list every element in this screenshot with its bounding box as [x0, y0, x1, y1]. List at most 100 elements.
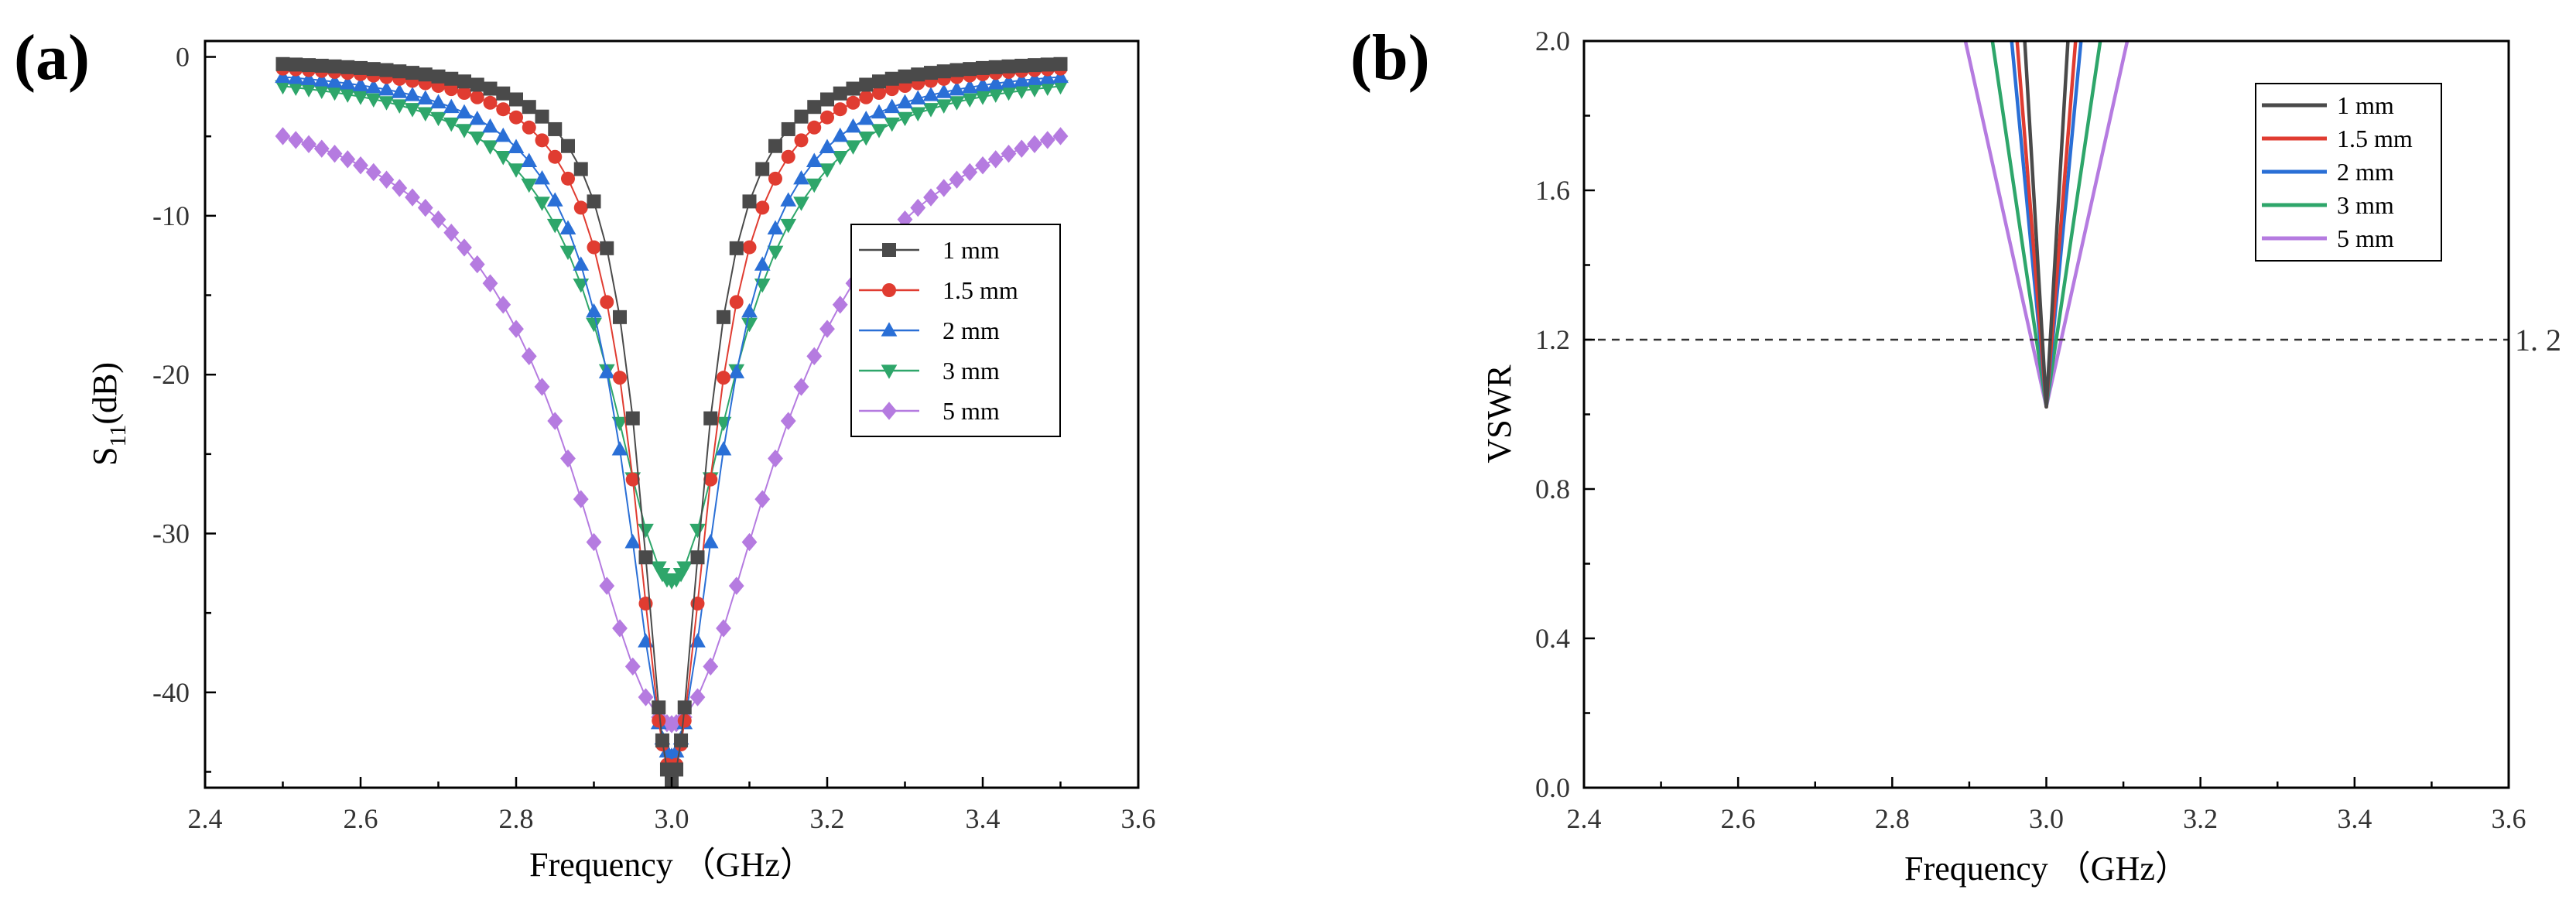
chart-a-data-point [613, 310, 627, 324]
chart-b-ytick-label: 0.8 [1535, 474, 1570, 505]
chart-a-data-point [378, 96, 395, 111]
chart-a-data-point [909, 90, 926, 104]
chart-a-data-point [379, 63, 394, 77]
chart-a-data-point [469, 131, 486, 146]
chart-a-data-point [655, 733, 669, 747]
chart-a-data-point [884, 117, 901, 132]
chart-a-data-point [961, 93, 978, 108]
chart-a-data-point [703, 657, 719, 676]
chart-a-data-point [832, 127, 849, 142]
chart-a-data-point [275, 56, 290, 71]
chart-a-data-point [327, 73, 343, 88]
chart-a-data-point [573, 278, 590, 293]
chart-a-data-point [638, 550, 653, 565]
chart-a-data-point [819, 163, 836, 178]
chart-a-ylabel-unit: (dB) [86, 362, 124, 425]
chart-a-data-point [987, 75, 1004, 90]
chart-a-data-point [754, 256, 771, 271]
chart-a-data-point [457, 86, 471, 101]
chart-a-ytick-label: -20 [152, 359, 190, 390]
chart-a-data-point [470, 77, 484, 92]
chart-a-data-point [884, 71, 899, 86]
chart-a-data-point [547, 412, 563, 430]
chart-a-data-point [494, 127, 511, 142]
chart-a-data-point [806, 347, 823, 366]
chart-a-data-point [573, 490, 589, 508]
chart-a-data-point [780, 218, 797, 234]
chart-a-data-point [391, 84, 408, 98]
chart-a-data-point [430, 210, 446, 229]
chart-a-data-point [702, 534, 719, 549]
chart-a-data-point [949, 170, 965, 189]
chart-a-data-point [859, 90, 874, 104]
chart-b-legend-label: 1 mm [2337, 91, 2394, 119]
chart-a-legend-marker [882, 243, 896, 257]
chart-a-data-point [754, 490, 771, 508]
chart-a-data-point [1026, 83, 1043, 97]
chart-a-legend-label: 1.5 mm [942, 276, 1018, 304]
chart-a-legend-label: 3 mm [942, 357, 1000, 385]
chart-a-data-point [807, 100, 822, 115]
chart-a-data-point [689, 633, 706, 648]
chart-a-data-point [820, 110, 834, 125]
chart-a-ytick-label: -40 [152, 677, 190, 708]
chart-a-data-point [820, 92, 834, 107]
chart-a-ytick-label: -30 [152, 518, 190, 549]
chart-a-data-point [987, 150, 1004, 169]
chart-a-xlabel: Frequency （GHz） [529, 846, 814, 884]
chart-a-ylabel-main: S [86, 447, 124, 466]
panel-a-label: (a) [14, 22, 90, 94]
chart-a-data-point [352, 77, 369, 91]
chart-a-data-point [287, 81, 304, 96]
chart-a-data-point [275, 127, 291, 145]
chart-a-data-point [845, 140, 861, 155]
chart-b-xtick-label: 3.2 [2183, 803, 2218, 834]
chart-a-data-point [674, 733, 689, 747]
chart-a-data-point [624, 657, 641, 676]
chart-a-xtick-label: 3.0 [655, 803, 689, 834]
chart-a-data-point [1001, 86, 1017, 101]
chart-a-data-point [949, 63, 964, 77]
chart-a-data-point [677, 713, 692, 728]
chart-a-data-point [742, 194, 757, 209]
chart-a-data-point [768, 449, 783, 468]
chart-a-data-point [668, 743, 685, 758]
chart-a-data-point [690, 550, 705, 565]
chart-a-data-point [327, 86, 343, 101]
chart-a-legend-label: 5 mm [942, 397, 1000, 425]
chart-a-data-point [522, 120, 536, 135]
chart-a-data-point [600, 295, 614, 310]
chart-a-data-point [352, 91, 369, 105]
chart-a-data-point [963, 62, 977, 77]
chart-a-data-point [767, 245, 784, 261]
chart-a: 2.4 2.6 2.8 3.0 3.2 3.4 3.6 0 -10 -20 -30 -40 Frequ… [86, 39, 1156, 884]
chart-a-data-point [1014, 139, 1030, 158]
chart-a-data-point [987, 88, 1004, 103]
chart-a-data-point [936, 64, 951, 79]
chart-a-data-point [392, 179, 408, 197]
chart-a-data-point [548, 121, 563, 136]
chart-a-data-point [846, 95, 860, 110]
chart-a-ylabel: S11(dB) [86, 362, 131, 466]
chart-a-data-point [366, 62, 381, 77]
chart-a-data-point [457, 74, 471, 89]
chart-a-data-point [354, 60, 368, 75]
chart-a-data-point [884, 98, 901, 114]
chart-b-xtick-label: 2.6 [1721, 803, 1756, 834]
chart-a-legend-label: 2 mm [942, 316, 1000, 344]
chart-a-data-point [495, 296, 511, 314]
chart-a-data-point [353, 156, 368, 175]
chart-b-ytick-label: 0.0 [1535, 772, 1570, 803]
chart-a-data-point [509, 110, 523, 125]
chart-a-data-point [469, 255, 485, 274]
chart-a-data-point [611, 441, 628, 456]
chart-a-data-point [546, 218, 563, 234]
chart-a-data-point [728, 576, 744, 595]
chart-a-data-point [560, 449, 576, 468]
chart-a-data-point [781, 121, 795, 136]
chart-a-data-point [781, 149, 795, 164]
chart-a-data-point [313, 72, 330, 87]
chart-a-data-point [833, 102, 847, 117]
chart-a-data-point [768, 139, 782, 153]
